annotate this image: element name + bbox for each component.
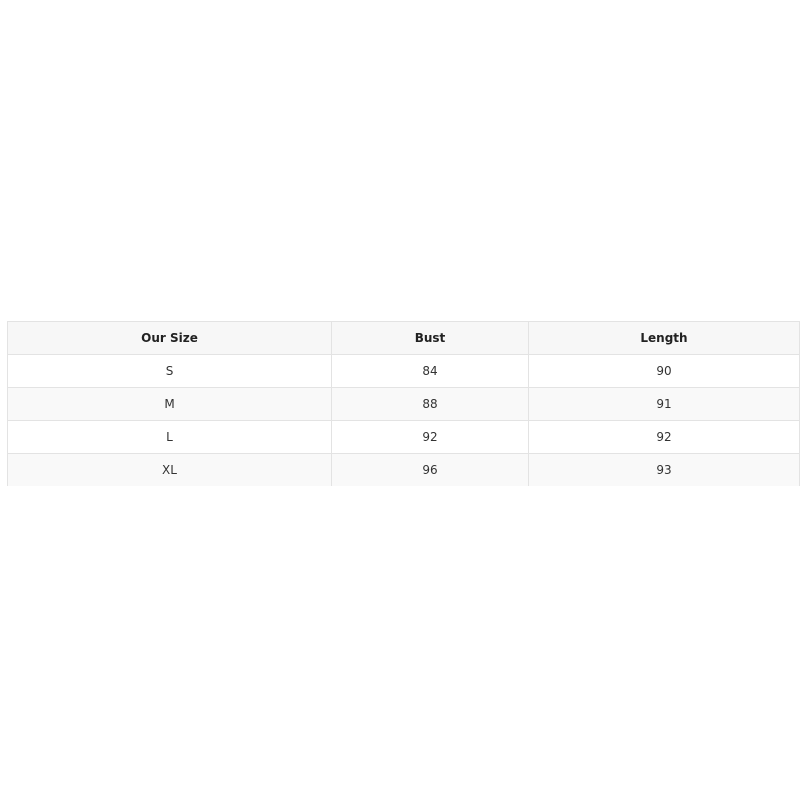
cell-size: L bbox=[7, 420, 332, 454]
table-row: L 92 92 bbox=[7, 420, 800, 454]
cell-length: 90 bbox=[528, 354, 800, 388]
table-row: S 84 90 bbox=[7, 354, 800, 388]
cell-size: XL bbox=[7, 453, 332, 486]
cell-length: 92 bbox=[528, 420, 800, 454]
table-row: M 88 91 bbox=[7, 387, 800, 421]
cell-length: 91 bbox=[528, 387, 800, 421]
header-our-size: Our Size bbox=[7, 321, 332, 355]
size-chart-table: Our Size Bust Length S 84 90 M 88 91 L 9… bbox=[7, 321, 800, 486]
header-length: Length bbox=[528, 321, 800, 355]
cell-length: 93 bbox=[528, 453, 800, 486]
cell-bust: 88 bbox=[331, 387, 529, 421]
table-row: XL 96 93 bbox=[7, 453, 800, 486]
cell-bust: 84 bbox=[331, 354, 529, 388]
table-header-row: Our Size Bust Length bbox=[7, 321, 800, 355]
cell-size: M bbox=[7, 387, 332, 421]
header-bust: Bust bbox=[331, 321, 529, 355]
cell-bust: 96 bbox=[331, 453, 529, 486]
cell-size: S bbox=[7, 354, 332, 388]
cell-bust: 92 bbox=[331, 420, 529, 454]
